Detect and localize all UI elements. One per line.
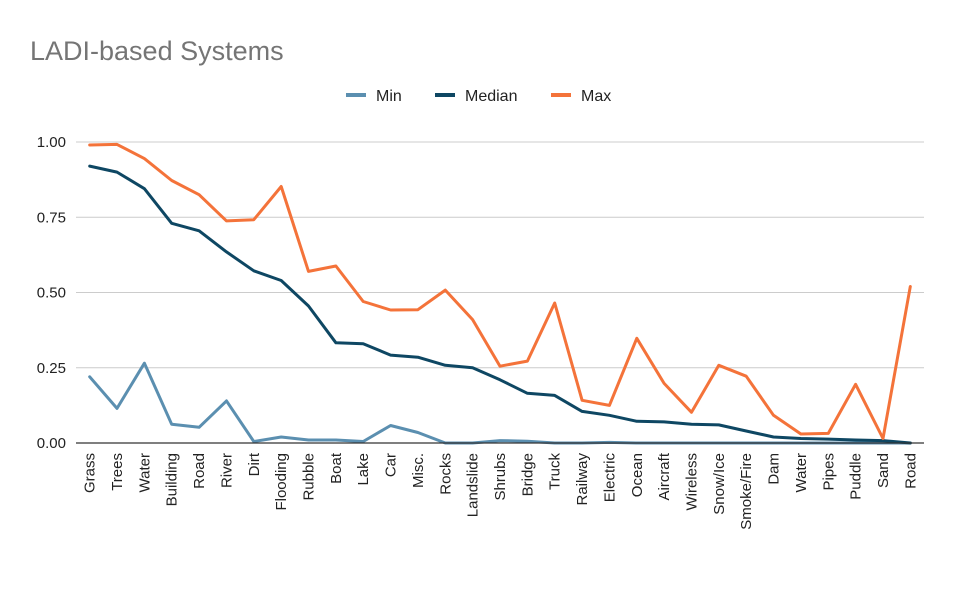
x-tick-label: Water xyxy=(793,453,810,492)
x-tick-label: Railway xyxy=(574,453,591,506)
x-tick-label: Boat xyxy=(328,452,345,484)
chart-title: LADI-based Systems xyxy=(30,36,284,66)
gridlines xyxy=(76,141,924,369)
y-tick-label: 0.25 xyxy=(37,360,66,377)
y-tick-label: 1.00 xyxy=(37,134,66,151)
series-line-max xyxy=(88,142,912,440)
x-tick-label: Aircraft xyxy=(656,452,673,500)
y-tick-label: 0.50 xyxy=(37,285,66,302)
y-tick-label: 0.75 xyxy=(37,209,66,226)
x-tick-label: Smoke/Fire xyxy=(738,453,755,530)
x-tick-label: Pipes xyxy=(820,453,837,491)
x-tick-label: Misc. xyxy=(410,453,427,488)
legend-label-median: Median xyxy=(465,88,517,105)
y-tick-label: 0.00 xyxy=(37,435,66,452)
x-tick-label: Road xyxy=(902,453,919,489)
x-axis-ticks: Grass Trees Water Building Road River Dirt Floo… xyxy=(82,452,920,530)
x-tick-label: Landslide xyxy=(465,453,482,517)
x-tick-label: Trees xyxy=(109,453,126,491)
x-tick-label: Dam xyxy=(766,453,783,485)
x-tick-label: Car xyxy=(383,453,400,477)
x-tick-label: Truck xyxy=(547,453,564,490)
x-tick-label: Wireless xyxy=(683,453,700,511)
x-tick-label: Flooding xyxy=(273,453,290,511)
x-tick-label: Grass xyxy=(82,453,99,493)
x-tick-label: Bridge xyxy=(519,453,536,496)
x-tick-label: Puddle xyxy=(848,453,865,500)
x-tick-label: Rubble xyxy=(301,453,318,501)
x-tick-label: Building xyxy=(164,453,181,506)
x-tick-label: River xyxy=(218,453,235,488)
x-tick-label: Dirt xyxy=(246,452,263,476)
x-tick-label: Ocean xyxy=(629,453,646,497)
x-tick-label: Snow/Ice xyxy=(711,453,728,515)
x-tick-label: Shrubs xyxy=(492,453,509,501)
x-tick-label: Rocks xyxy=(437,453,454,495)
x-tick-label: Road xyxy=(191,453,208,489)
legend-label-max: Max xyxy=(581,88,611,105)
series-line-median xyxy=(88,164,912,445)
legend-label-min: Min xyxy=(376,88,402,105)
x-tick-label: Electric xyxy=(601,453,618,503)
series-lines xyxy=(88,142,912,445)
x-tick-label: Lake xyxy=(355,453,372,486)
x-tick-label: Sand xyxy=(875,453,892,488)
x-tick-label: Water xyxy=(136,453,153,492)
y-axis-ticks: 0.00 0.25 0.50 0.75 1.00 xyxy=(37,134,66,452)
series-line-min xyxy=(88,361,912,445)
legend: Min Median Max xyxy=(346,88,611,105)
